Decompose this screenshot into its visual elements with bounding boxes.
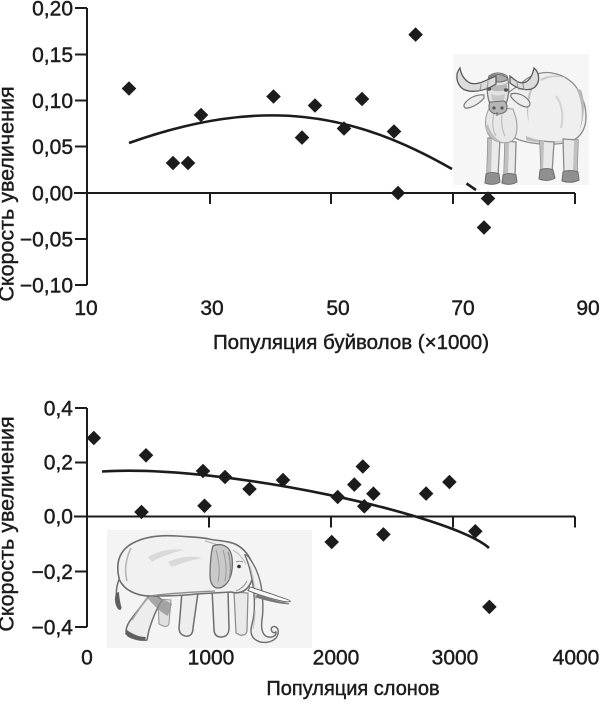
svg-text:Скорость увеличения: Скорость увеличения — [0, 416, 19, 631]
svg-text:3000: 3000 — [432, 647, 479, 670]
svg-text:2000: 2000 — [313, 647, 360, 670]
svg-text:0,20: 0,20 — [32, 0, 73, 21]
svg-text:50: 50 — [326, 297, 349, 320]
svg-text:0: 0 — [81, 647, 93, 670]
svg-text:0,10: 0,10 — [32, 90, 73, 113]
svg-text:Популяция слонов: Популяция слонов — [266, 678, 439, 700]
svg-text:10: 10 — [74, 297, 97, 320]
svg-text:70: 70 — [451, 297, 474, 320]
svg-text:1000: 1000 — [188, 647, 235, 670]
svg-text:0,2: 0,2 — [44, 452, 73, 475]
svg-text:0,05: 0,05 — [32, 136, 73, 159]
svg-text:4000: 4000 — [553, 647, 600, 670]
svg-text:Скорость увеличения: Скорость увеличения — [0, 86, 19, 301]
svg-text:0,4: 0,4 — [44, 398, 74, 421]
svg-text:0,00: 0,00 — [32, 183, 73, 206]
svg-text:0,15: 0,15 — [32, 44, 73, 67]
svg-text:0,0: 0,0 — [44, 506, 73, 529]
svg-text:Популяция буйволов (×1000): Популяция буйволов (×1000) — [213, 331, 489, 354]
svg-text:90: 90 — [576, 297, 599, 320]
svg-text:−0,10: −0,10 — [20, 275, 73, 298]
svg-text:−0,4: −0,4 — [32, 617, 74, 640]
svg-text:−0,2: −0,2 — [32, 561, 73, 584]
svg-text:30: 30 — [200, 297, 223, 320]
svg-text:−0,05: −0,05 — [20, 229, 73, 252]
